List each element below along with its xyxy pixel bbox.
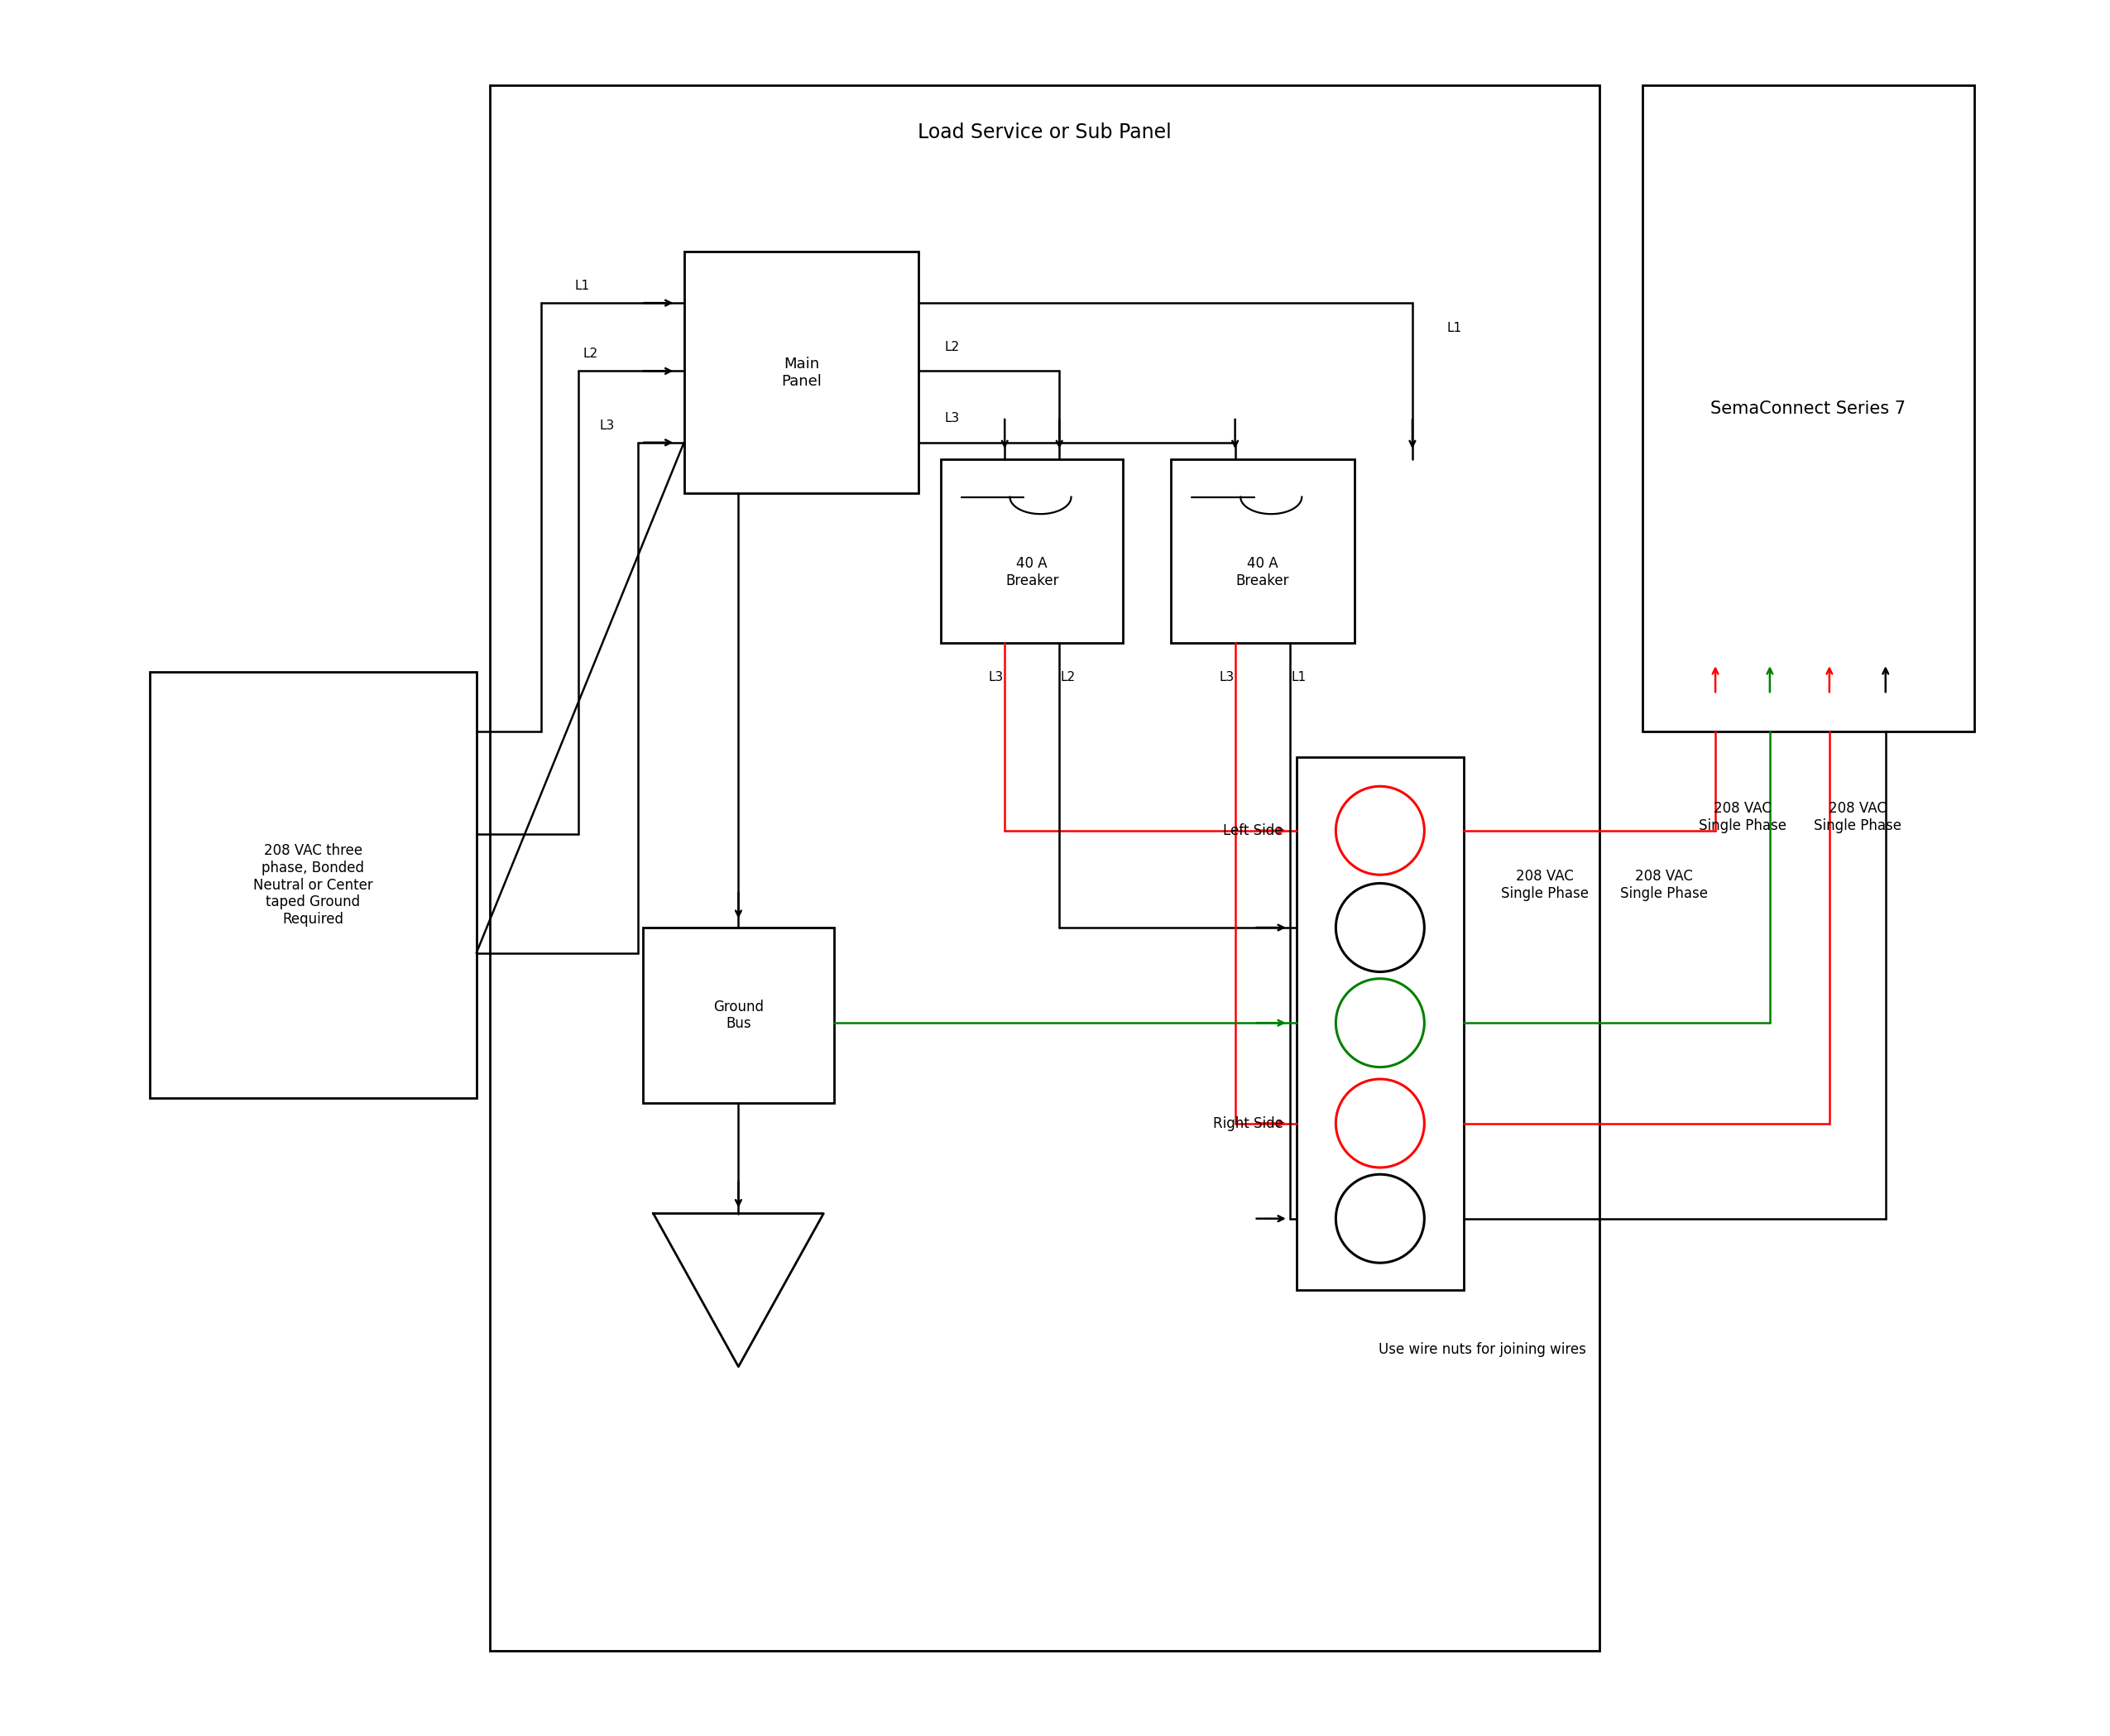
Text: L3: L3 [1220, 672, 1234, 684]
Text: L3: L3 [945, 413, 960, 425]
Text: L2: L2 [1061, 672, 1076, 684]
Circle shape [1336, 1080, 1424, 1168]
Text: 208 VAC
Single Phase: 208 VAC Single Phase [1815, 800, 1901, 833]
Text: Right Side: Right Side [1213, 1116, 1283, 1130]
Text: Ground
Bus: Ground Bus [713, 1000, 764, 1031]
Bar [1642, 85, 1975, 733]
Bar [684, 252, 918, 493]
Text: 208 VAC three
phase, Bonded
Neutral or Center
taped Ground
Required: 208 VAC three phase, Bonded Neutral or C… [253, 844, 373, 927]
Text: L2: L2 [945, 340, 960, 354]
Circle shape [1336, 786, 1424, 875]
Text: Use wire nuts for joining wires: Use wire nuts for joining wires [1378, 1342, 1587, 1358]
Text: Left Side: Left Side [1224, 823, 1283, 838]
Text: 208 VAC
Single Phase: 208 VAC Single Phase [1502, 870, 1589, 901]
Text: L1: L1 [1447, 323, 1462, 335]
Text: 40 A
Breaker: 40 A Breaker [1004, 556, 1059, 589]
Circle shape [1336, 884, 1424, 972]
Text: L1: L1 [1291, 672, 1306, 684]
Bar [644, 927, 833, 1102]
Circle shape [1336, 979, 1424, 1068]
Text: L1: L1 [574, 279, 589, 292]
Bar [490, 85, 1599, 1651]
Text: Load Service or Sub Panel: Load Service or Sub Panel [918, 123, 1171, 142]
Bar [1171, 460, 1355, 644]
Bar [1298, 757, 1464, 1290]
Circle shape [1336, 1174, 1424, 1262]
Text: SemaConnect Series 7: SemaConnect Series 7 [1711, 401, 1905, 417]
Text: L3: L3 [990, 672, 1004, 684]
Text: L2: L2 [582, 347, 597, 359]
Text: L3: L3 [599, 420, 614, 432]
Bar [150, 672, 477, 1097]
Text: 208 VAC
Single Phase: 208 VAC Single Phase [1620, 870, 1709, 901]
Bar [941, 460, 1123, 644]
Text: 208 VAC
Single Phase: 208 VAC Single Phase [1699, 800, 1787, 833]
Text: 40 A
Breaker: 40 A Breaker [1236, 556, 1289, 589]
Text: Main
Panel: Main Panel [781, 356, 821, 389]
